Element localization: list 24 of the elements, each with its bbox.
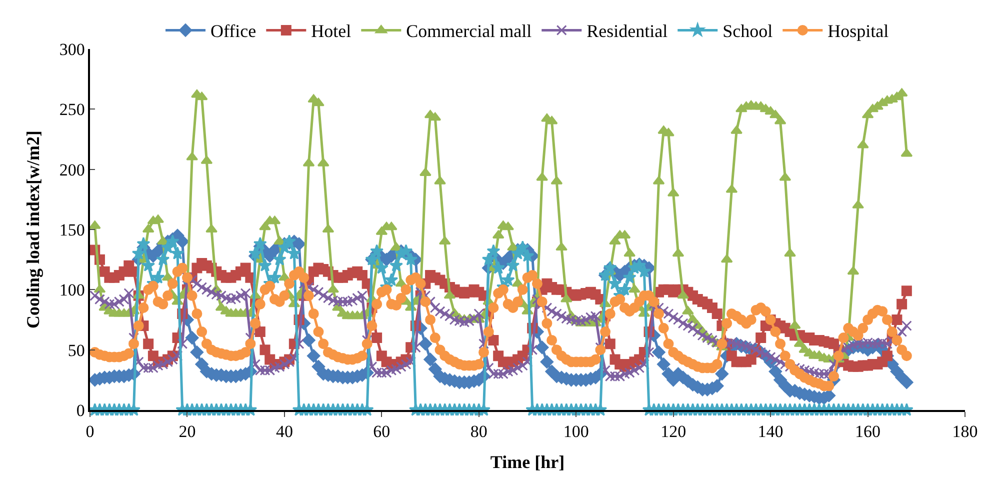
x-tick-label: 60 (373, 422, 390, 442)
y-tick-label: 100 (59, 280, 85, 300)
y-tick-label: 250 (59, 100, 85, 120)
legend-label: School (722, 21, 773, 42)
legend-label: Hotel (311, 21, 352, 42)
legend-label: Commercial mall (406, 21, 532, 42)
legend-label: Hospital (828, 21, 889, 42)
x-tick-label: 40 (276, 422, 293, 442)
y-tick-label: 150 (59, 220, 85, 240)
x-tick-label: 80 (470, 422, 488, 442)
y-tick-label: 300 (59, 40, 85, 59)
x-tick-label: 20 (178, 422, 196, 442)
y-tick-label: 200 (59, 160, 85, 180)
y-tick-label: 50 (68, 340, 85, 360)
y-axis-title: Cooling load index[w/m2] (23, 130, 44, 329)
x-tick-label: 180 (952, 422, 978, 442)
x-tick-label: 100 (563, 422, 589, 442)
legend-label: Office (210, 21, 256, 42)
x-tick-label: 140 (758, 422, 784, 442)
legend-label: Residential (586, 21, 668, 42)
y-tick-label: 0 (76, 400, 85, 420)
x-tick-label: 160 (855, 422, 881, 442)
x-axis-title: Time [hr] (490, 452, 565, 472)
x-tick-label: 120 (660, 422, 686, 442)
